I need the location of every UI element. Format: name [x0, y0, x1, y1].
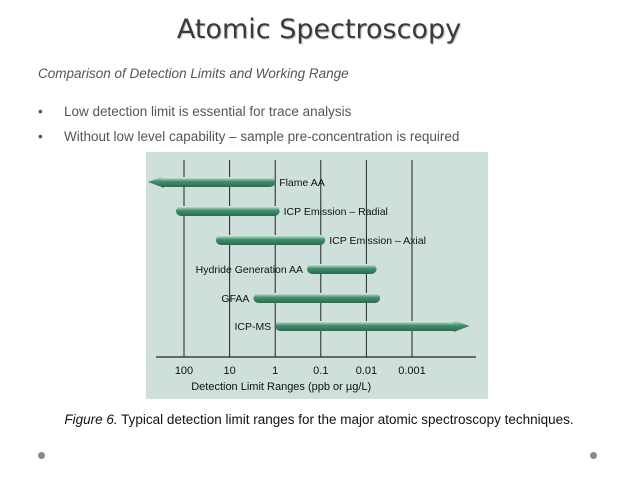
- range-bar: [275, 321, 458, 331]
- bullet-dot-icon: •: [38, 104, 43, 119]
- slide-title: Atomic Spectroscopy: [176, 14, 462, 45]
- slide-subtitle: Comparison of Detection Limits and Worki…: [38, 66, 349, 81]
- range-bar: [215, 235, 326, 245]
- bullet-list: • Low detection limit is essential for tr…: [38, 103, 459, 153]
- series-label: ICP Emission – Axial: [329, 235, 426, 247]
- x-tick-label: 100: [175, 365, 193, 377]
- range-bar-arrow: [453, 320, 470, 332]
- figure-caption-label: Figure 6.: [64, 412, 118, 427]
- x-tick-label: 1: [272, 365, 278, 377]
- range-bar-arrow: [148, 176, 164, 188]
- corner-dot-right-icon: [590, 452, 597, 459]
- figure-caption: Figure 6. Typical detection limit ranges…: [0, 412, 638, 427]
- bullet-item: • Low detection limit is essential for tr…: [38, 103, 459, 128]
- chart-svg: 100 10 1 0.1 0.01 0.001 Detection Limit Ranges…: [148, 160, 476, 393]
- bullet-item: • Without low level capability – sample p…: [38, 128, 459, 153]
- series-label: Flame AA: [279, 177, 325, 189]
- bullet-text: Without low level capability – sample pr…: [64, 129, 460, 144]
- range-bar: [307, 264, 377, 274]
- range-bar: [253, 293, 381, 303]
- corner-dot-left-icon: [38, 452, 45, 459]
- detection-limit-chart: 100 10 1 0.1 0.01 0.001 Detection Limit Ranges…: [146, 152, 488, 399]
- x-tick-label: 0.001: [398, 365, 426, 377]
- range-bar: [160, 177, 276, 187]
- series-label: ICP-MS: [234, 321, 271, 333]
- bullet-dot-icon: •: [38, 129, 43, 144]
- x-tick-label: 10: [223, 365, 235, 377]
- series-label: GFAA: [221, 293, 249, 305]
- bullet-text: Low detection limit is essential for tra…: [64, 104, 352, 119]
- range-bar: [175, 206, 280, 216]
- series-label: Hydride Generation AA: [196, 264, 303, 276]
- x-tick-label: 0.1: [313, 365, 328, 377]
- x-axis-label: Detection Limit Ranges (ppb or µg/L): [191, 381, 371, 393]
- series-label: ICP Emission – Radial: [284, 206, 388, 218]
- x-tick-label: 0.01: [356, 365, 377, 377]
- figure-caption-text: Typical detection limit ranges for the m…: [117, 412, 574, 427]
